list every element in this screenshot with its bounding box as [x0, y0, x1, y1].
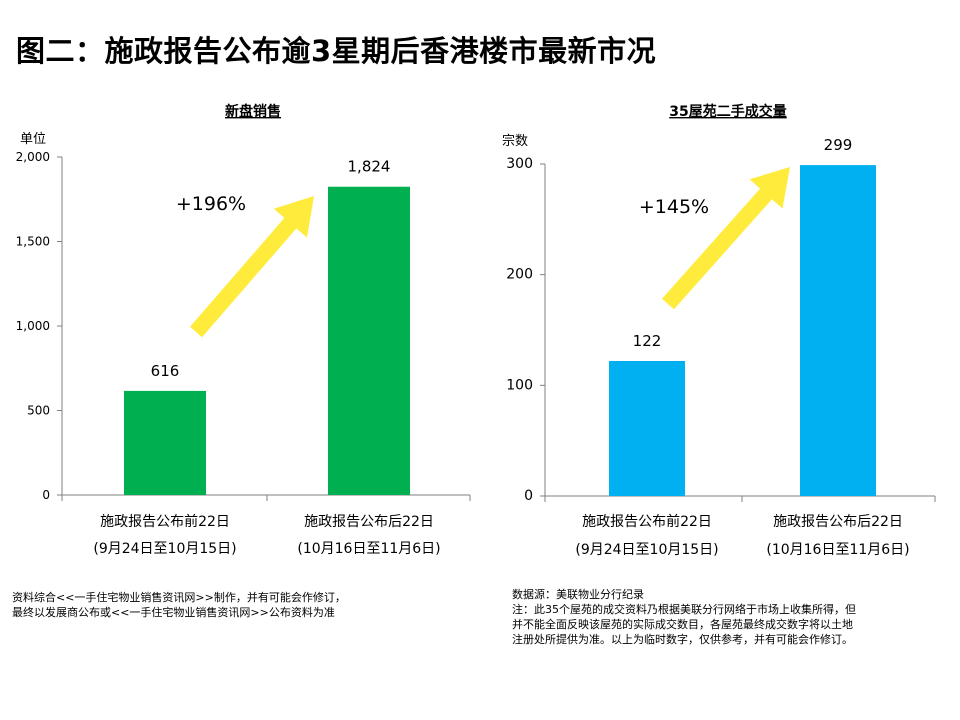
y-tick-label: 0 — [42, 488, 50, 502]
x-tick-label: 施政报告公布前22日 — [100, 513, 230, 530]
note-line: 注册处所提供为准。以上为临时数字，仅供参考，并有可能会作修订。 — [512, 633, 853, 646]
bar — [800, 165, 876, 496]
note-line: 资料综合<<一手住宅物业销售资讯网>>制作，并有可能会作修订， — [12, 591, 346, 604]
x-tick-label-range: (10月16日至11月6日) — [297, 541, 440, 557]
note-line: 最终以发展商公布或<<一手住宅物业销售资讯网>>公布资料为准 — [12, 606, 335, 619]
y-axis-label: 单位 — [20, 132, 46, 147]
y-tick-label: 100 — [506, 377, 533, 393]
y-tick-label: 2,000 — [16, 150, 50, 164]
y-tick-label: 1,500 — [16, 235, 50, 249]
chart-title: 新盘销售 — [225, 103, 281, 120]
x-tick-label-range: (9月24日至10月15日) — [575, 542, 718, 558]
data-label: 122 — [633, 332, 662, 350]
bar — [609, 360, 685, 496]
data-label: 616 — [151, 362, 180, 380]
x-tick-label: 施政报告公布后22日 — [773, 514, 903, 530]
y-tick-label: 0 — [524, 488, 533, 504]
note-line: 注：此35个屋苑的成交资料乃根据美联分行网络于市场上收集所得，但 — [512, 603, 856, 616]
data-label: 1,824 — [348, 158, 391, 176]
chart-title: 35屋苑二手成交量 — [669, 103, 786, 120]
x-tick-label: 施政报告公布后22日 — [304, 514, 434, 530]
y-tick-label: 500 — [27, 404, 50, 418]
note-line: 并不能全面反映该屋苑的实际成交数目，各屋苑最终成交数字将以土地 — [512, 618, 853, 631]
growth-annotation: +145% — [639, 196, 709, 218]
note-line: 数据源：美联物业分行纪录 — [512, 588, 644, 601]
bar — [328, 186, 410, 495]
x-tick-label-range: (10月16日至11月6日) — [766, 542, 909, 558]
page-title: 图二：施政报告公布逾3星期后香港楼市最新市况 — [16, 34, 657, 68]
y-tick-label: 300 — [506, 156, 533, 172]
bar — [124, 390, 206, 495]
growth-arrow-icon — [662, 167, 790, 310]
y-tick-label: 200 — [506, 267, 533, 283]
y-tick-label: 1,000 — [16, 319, 50, 333]
growth-annotation: +196% — [176, 193, 246, 215]
source-note-right: 数据源：美联物业分行纪录 注：此35个屋苑的成交资料乃根据美联分行网络于市场上收… — [512, 587, 856, 647]
x-tick-label-range: (9月24日至10月15日) — [93, 541, 236, 557]
x-tick-label: 施政报告公布前22日 — [582, 513, 712, 530]
data-label: 299 — [824, 136, 853, 154]
growth-arrow-icon — [190, 196, 314, 338]
source-note-left: 资料综合<<一手住宅物业销售资讯网>>制作，并有可能会作修订， 最终以发展商公布… — [12, 590, 346, 620]
y-axis-label: 宗数 — [502, 133, 528, 149]
